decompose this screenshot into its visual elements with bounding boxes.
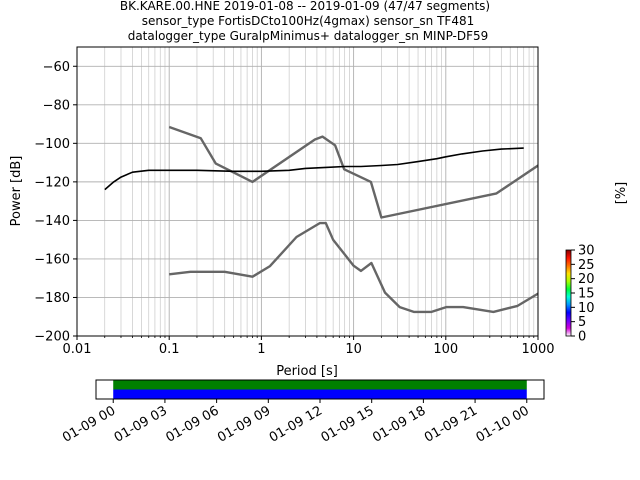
timeline-tick-label: 01-09 03	[112, 403, 170, 445]
plot-background	[77, 47, 538, 336]
timeline-tick-label: 01-09 15	[319, 403, 377, 445]
title-block: BK.KARE.00.HNE 2019-01-08 -- 2019-01-09 …	[120, 0, 490, 43]
colorbar-label: [%]	[614, 182, 629, 205]
timeline-tick-label: 01-09 21	[422, 403, 480, 445]
x-tick-label: 100	[433, 342, 458, 357]
colorbar-tick-label: 0	[578, 330, 586, 345]
noise-model-high	[168, 125, 538, 219]
title-line-3: datalogger_type GuralpMinimus+ datalogge…	[128, 29, 489, 43]
colorbar-tick-label: 10	[578, 301, 595, 316]
noise-models	[168, 125, 538, 314]
y-axis-label: Power [dB]	[9, 156, 24, 227]
noise-model-low	[169, 221, 538, 314]
x-axis-ticks: 0.01 0.1 1 10 100 1000	[63, 336, 555, 357]
timeline-tick-label: 01-09 06	[163, 403, 221, 445]
timeline-tick-label: 01-10 00	[474, 403, 532, 445]
timeline-tick-label: 01-09 18	[370, 403, 428, 445]
colorbar-tick-label: 25	[578, 258, 595, 273]
x-axis-label: Period [s]	[276, 364, 338, 379]
y-tick-label: −140	[34, 214, 70, 229]
plot-frame	[76, 46, 539, 337]
timeline-tick-label: 01-09 00	[60, 403, 118, 445]
x-tick-label: 0.1	[159, 342, 180, 357]
timeline-bars	[113, 380, 527, 399]
x-tick-label: 1000	[521, 342, 554, 357]
y-tick-label: −180	[34, 291, 70, 306]
timeline-tick-label: 01-09 09	[215, 403, 273, 445]
colorbar-tick-label: 20	[578, 272, 595, 287]
timeline-bar	[113, 380, 527, 390]
x-tick-label: 0.01	[63, 342, 92, 357]
x-tick-label: 1	[257, 342, 265, 357]
x-tick-label: 10	[345, 342, 362, 357]
y-tick-label: −200	[34, 330, 70, 345]
y-axis-ticks: −200 −180 −160 −140 −120 −100 −80 −60	[34, 60, 77, 345]
title-line-1: BK.KARE.00.HNE 2019-01-08 -- 2019-01-09 …	[120, 0, 490, 13]
y-tick-label: −100	[34, 137, 70, 152]
mean-psd-line	[104, 147, 524, 191]
timeline-bar	[113, 389, 527, 399]
title-line-2: sensor_type FortisDCto100Hz(4gmax) senso…	[142, 14, 474, 28]
colorbar-tick-label: 5	[578, 315, 586, 330]
mean-psd	[104, 147, 524, 191]
y-tick-label: −80	[43, 98, 70, 113]
y-tick-label: −60	[43, 60, 70, 75]
colorbar-tick-label: 15	[578, 287, 595, 302]
y-tick-label: −160	[34, 252, 70, 267]
timeline-tick-label: 01-09 12	[267, 403, 325, 445]
psd-plot: 0.01 0.1 1 10 100 1000 −200 −180 −160 −140 −120 −1…	[9, 46, 555, 379]
colorbar-gradient	[565, 249, 572, 337]
y-tick-label: −120	[34, 175, 70, 190]
colorbar-tick-label: 30	[578, 244, 595, 259]
